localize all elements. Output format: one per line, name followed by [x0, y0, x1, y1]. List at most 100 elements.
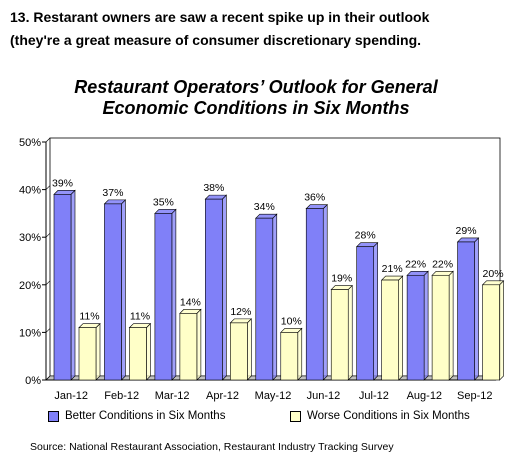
y-tick-depth — [45, 375, 51, 381]
bar-better-top — [305, 204, 328, 209]
bar-worse-side — [297, 327, 303, 381]
x-tick-label: Aug-12 — [407, 390, 442, 402]
bar-better-side — [474, 237, 479, 381]
bar-worse-top — [128, 323, 152, 328]
x-tick-label: Apr-12 — [206, 390, 239, 402]
x-tick-label: Sep-12 — [457, 390, 492, 402]
bar-worse-side — [347, 284, 353, 381]
bar-worse-top — [431, 270, 454, 276]
bar-better-top — [255, 213, 278, 219]
legend-item-worse: Worse Conditions in Six Months — [290, 410, 470, 422]
bar-worse — [431, 270, 454, 381]
y-tick-depth — [45, 232, 51, 238]
bar-worse-side — [196, 308, 202, 381]
bar-worse-front — [78, 327, 97, 381]
bar-worse-side — [95, 322, 101, 381]
bar-better-side — [121, 199, 126, 381]
x-tick-label: Jun-12 — [307, 390, 341, 402]
bar-better — [255, 213, 278, 381]
y-tick-label: 30% — [19, 232, 41, 244]
data-label-better: 34% — [254, 201, 275, 213]
bar-worse-front — [129, 327, 147, 381]
y-tick-depth — [45, 280, 51, 286]
bar-better-top — [53, 190, 76, 195]
header-line-1: 13. Restarant owners are saw a recent sp… — [10, 9, 430, 25]
data-label-worse: 11% — [130, 311, 150, 323]
bar-worse-front — [482, 284, 500, 381]
y-tick-depth — [45, 137, 51, 143]
bar-worse-top — [280, 328, 303, 333]
bar-better — [305, 203, 328, 381]
bar-worse — [128, 322, 152, 381]
data-label-better: 35% — [153, 196, 174, 208]
legend-item-better: Better Conditions in Six Months — [48, 410, 225, 422]
legend-label-worse: Worse Conditions in Six Months — [307, 410, 470, 422]
data-label-better: 39% — [52, 177, 73, 189]
bar-better — [406, 270, 429, 381]
bar-worse — [481, 280, 505, 381]
data-label-worse: 12% — [230, 306, 251, 318]
chart-title-line-1: Restaurant Operators’ Outlook for Genera… — [74, 77, 438, 97]
y-tick-label: 0% — [25, 375, 41, 387]
bar-better-side — [423, 270, 429, 381]
bar-worse-side — [247, 318, 252, 381]
header-line-2: (they're a great measure of consumer dis… — [10, 32, 422, 48]
legend-swatch-better — [48, 410, 59, 422]
bar-worse-front — [431, 274, 450, 381]
data-label-better: 22% — [405, 258, 426, 270]
y-tick-depth — [45, 328, 51, 333]
data-label-worse: 19% — [331, 273, 352, 285]
bar-worse-front — [330, 289, 349, 381]
bar-worse — [78, 322, 101, 381]
bar-better-side — [322, 203, 328, 381]
bar-worse-front — [179, 313, 198, 381]
y-tick-depth — [45, 185, 51, 190]
bar-worse-side — [398, 275, 403, 381]
bar-better-side — [222, 194, 227, 381]
bar-better-front — [406, 274, 425, 381]
data-label-better: 38% — [203, 182, 224, 194]
page-header: 13. Restarant owners are saw a recent sp… — [10, 6, 505, 52]
source-note: Source: National Restaurant Association,… — [30, 441, 394, 453]
bar-better — [154, 208, 177, 381]
chart-legend: Better Conditions in Six Months Worse Co… — [0, 410, 512, 430]
bar-better-front — [205, 198, 223, 381]
bar-better-top — [406, 270, 429, 276]
chart-title-line-2: Economic Conditions in Six Months — [102, 98, 410, 118]
data-label-worse: 11% — [79, 311, 99, 323]
bar-better-front — [457, 241, 475, 381]
legend-label-better: Better Conditions in Six Months — [65, 410, 226, 422]
bar-worse-top — [481, 280, 505, 286]
bar-worse-side — [499, 280, 504, 381]
bar-worse-top — [380, 275, 404, 281]
y-tick-label: 40% — [19, 185, 41, 197]
bar-worse — [280, 327, 303, 381]
legend-swatch-worse — [290, 410, 301, 422]
bar-better-top — [204, 194, 228, 200]
y-tick-label: 10% — [19, 327, 41, 339]
bar-better — [103, 199, 127, 381]
y-tick-label: 20% — [19, 280, 41, 292]
bar-better-front — [53, 194, 72, 381]
bar-better-side — [171, 208, 177, 381]
bar-better — [53, 189, 76, 381]
bar-better — [456, 237, 480, 381]
bar-worse-front — [381, 279, 399, 381]
bar-worse — [229, 318, 253, 381]
bar-better-side — [70, 189, 76, 381]
bar-better — [204, 194, 228, 381]
data-label-worse: 10% — [281, 315, 302, 327]
data-label-better: 36% — [304, 192, 325, 204]
bar-worse-side — [448, 270, 454, 381]
bar-worse-front — [280, 332, 299, 381]
bar-better — [355, 241, 379, 381]
x-tick-label: Mar-12 — [155, 390, 190, 402]
chart-title: Restaurant Operators’ Outlook for Genera… — [0, 77, 512, 119]
x-tick-label: May-12 — [255, 390, 292, 402]
data-label-worse: 21% — [382, 263, 403, 275]
bar-better-front — [255, 217, 274, 381]
bar-worse-front — [230, 322, 248, 381]
bar-worse-top — [179, 309, 202, 314]
data-label-better: 28% — [355, 230, 376, 242]
